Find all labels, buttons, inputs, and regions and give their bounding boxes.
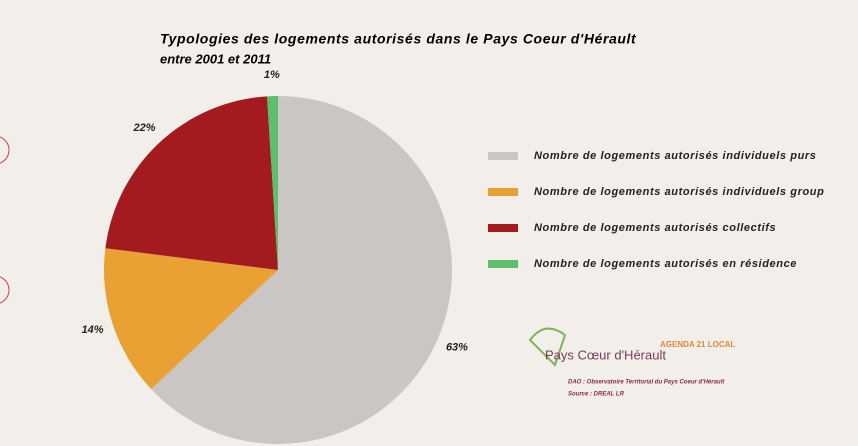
legend: Nombre de logements autorisés individuel… [488,150,824,270]
data-label: 1% [264,69,280,81]
legend-swatch [488,260,518,268]
chart-subtitle: entre 2001 et 2011 [160,51,271,66]
legend-swatch [488,152,518,160]
legend-swatch [488,224,518,232]
source-text: Source : DREAL LR [568,392,625,398]
pie-slice [103,248,278,390]
legend-swatch [488,188,518,196]
chart-title: Typologies des logements autorisés dans … [160,31,637,47]
legend-label: Nombre de logements autorisés individuel… [534,150,817,162]
decoration [0,276,10,304]
logo-icon [528,327,567,367]
data-label: 22% [132,122,155,134]
logo-text: Pays Cœur d'Hérault [545,347,666,362]
legend-label: Nombre de logements autorisés en résiden… [534,258,797,270]
decoration [0,136,10,164]
logo2-text: AGENDA 21 LOCAL [660,340,735,349]
dao-text: DAO : Observatoire Territorial du Pays C… [568,380,725,386]
data-label: 14% [82,324,104,336]
legend-label: Nombre de logements autorisés collectifs [534,222,776,234]
legend-label: Nombre de logements autorisés individuel… [534,186,824,198]
pie: 63% 14% 22% 1% [82,69,468,444]
pie-slice [105,96,278,270]
pie-slice [267,96,278,270]
pie-slice [151,96,452,444]
data-label: 63% [446,341,468,353]
